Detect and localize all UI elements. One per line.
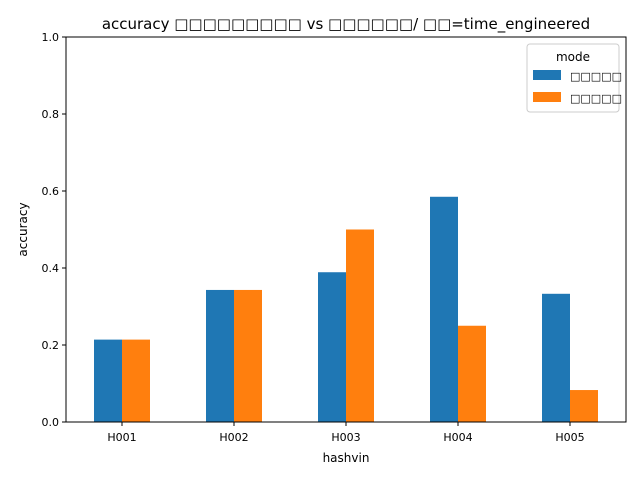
x-tick-label-h004: H004 (443, 431, 472, 444)
bar-series-2-h001 (122, 339, 150, 422)
legend-label-series-1: □□□□□ (570, 70, 622, 83)
y-axis-ticks: 0.0 0.2 0.4 0.6 0.8 1.0 (42, 31, 66, 429)
chart-title: accuracy □□□□□□□□□ vs □□□□□□/ □□=time_en… (102, 15, 590, 34)
legend-title: mode (556, 50, 590, 64)
y-tick-label: 0.8 (42, 108, 60, 121)
bar-series-1-h005 (542, 293, 570, 422)
bar-series-2-h003 (346, 229, 374, 422)
bar-series-2-h002 (234, 289, 262, 422)
x-tick-label-h005: H005 (555, 431, 584, 444)
y-tick-label: 0.0 (42, 416, 60, 429)
bar-series-2-h005 (570, 390, 598, 422)
y-tick-label: 0.6 (42, 185, 60, 198)
bar-series-1-h003 (318, 272, 346, 422)
x-tick-label-h001: H001 (107, 431, 136, 444)
bar-series-1-h001 (94, 339, 122, 422)
legend: mode □□□□□ □□□□□ (526, 43, 622, 113)
y-axis-label: accuracy (16, 202, 30, 256)
bar-series-1-h004 (430, 196, 458, 422)
y-tick-label: 0.4 (42, 262, 60, 275)
x-tick-label-h003: H003 (331, 431, 360, 444)
x-tick-label-h002: H002 (219, 431, 248, 444)
bar-series-2-h004 (458, 325, 486, 422)
bar-series-1-h002 (206, 289, 234, 422)
y-tick-label: 1.0 (42, 31, 60, 44)
legend-label-series-2: □□□□□ (570, 92, 622, 105)
bars-group (94, 196, 598, 422)
y-tick-label: 0.2 (42, 339, 60, 352)
legend-swatch-series-1 (533, 70, 561, 80)
legend-swatch-series-2 (533, 92, 561, 102)
x-axis-ticks: H001 H002 H003 H004 H005 (107, 422, 585, 444)
x-axis-label: hashvin (323, 451, 370, 465)
